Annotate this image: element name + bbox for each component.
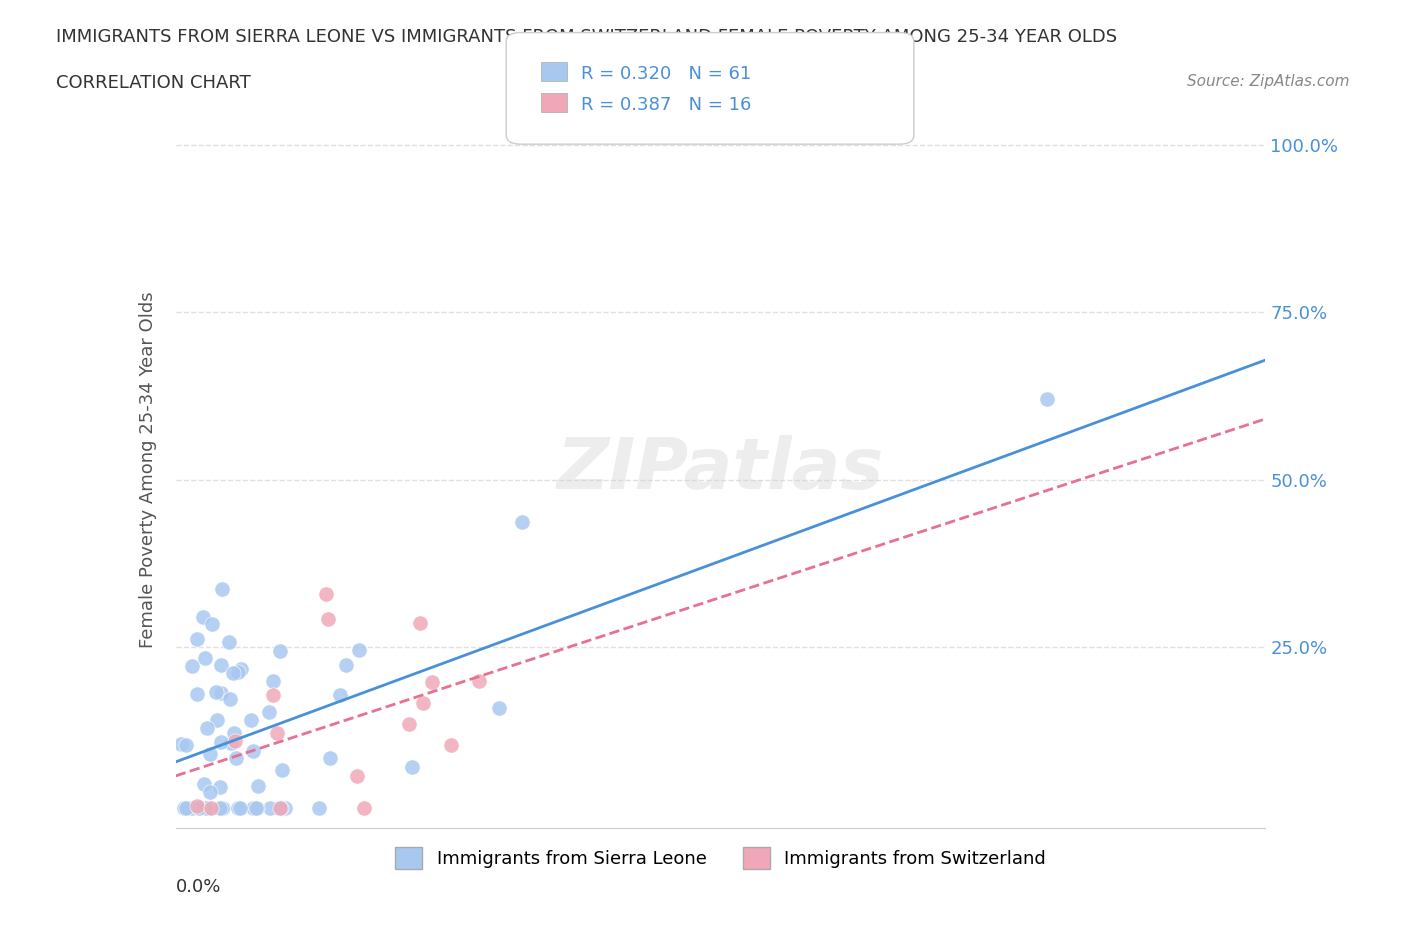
Point	[195, 800, 218, 815]
Point	[408, 616, 430, 631]
Point	[226, 665, 249, 680]
Point	[195, 720, 218, 735]
Point	[218, 692, 240, 707]
Point	[270, 800, 292, 815]
Text: ZIPatlas: ZIPatlas	[557, 435, 884, 504]
Point	[209, 685, 232, 700]
Point	[226, 800, 249, 815]
Point	[245, 800, 267, 815]
Point	[308, 800, 330, 815]
Text: 0.0%: 0.0%	[176, 878, 221, 896]
Point	[173, 800, 195, 815]
Point	[229, 800, 252, 815]
Point	[207, 712, 229, 727]
Point	[240, 712, 263, 727]
Point	[271, 763, 294, 777]
Point	[224, 734, 246, 749]
Point	[488, 700, 510, 715]
Legend: Immigrants from Sierra Leone, Immigrants from Switzerland: Immigrants from Sierra Leone, Immigrants…	[388, 840, 1053, 876]
Point	[231, 662, 253, 677]
Point	[335, 658, 357, 672]
Point	[211, 800, 233, 815]
Point	[212, 800, 235, 815]
Point	[262, 688, 284, 703]
Point	[205, 685, 228, 700]
Text: R = 0.320   N = 61: R = 0.320 N = 61	[581, 65, 751, 84]
Point	[209, 735, 232, 750]
Text: CORRELATION CHART: CORRELATION CHART	[56, 74, 252, 92]
Point	[222, 666, 245, 681]
Point	[194, 651, 217, 666]
Point	[242, 744, 264, 759]
Point	[174, 738, 197, 753]
Point	[193, 610, 215, 625]
Text: R = 0.387   N = 16: R = 0.387 N = 16	[581, 96, 751, 114]
Point	[193, 777, 215, 791]
Point	[224, 726, 246, 741]
Point	[180, 800, 202, 815]
Point	[221, 736, 243, 751]
Point	[170, 737, 193, 751]
Point	[211, 582, 233, 597]
Point	[329, 687, 352, 702]
Point	[174, 800, 197, 815]
Point	[246, 800, 269, 815]
Point	[468, 674, 491, 689]
Point	[269, 800, 291, 815]
Point	[186, 798, 208, 813]
Point	[319, 751, 342, 765]
Point	[262, 673, 284, 688]
Point	[510, 515, 533, 530]
Point	[353, 800, 375, 815]
Point	[401, 760, 423, 775]
Point	[208, 780, 231, 795]
Point	[346, 768, 368, 783]
Point	[186, 631, 208, 646]
Point	[347, 643, 370, 658]
Point	[1036, 392, 1059, 406]
Point	[420, 674, 443, 689]
Point	[246, 778, 269, 793]
Point	[269, 800, 291, 815]
Point	[440, 737, 463, 752]
Point	[242, 800, 264, 815]
Point	[316, 611, 339, 626]
Point	[188, 800, 211, 815]
Point	[209, 658, 232, 672]
Point	[198, 747, 221, 762]
Point	[225, 751, 247, 765]
Point	[257, 705, 280, 720]
Point	[270, 644, 292, 658]
Point	[315, 587, 337, 602]
Text: IMMIGRANTS FROM SIERRA LEONE VS IMMIGRANTS FROM SWITZERLAND FEMALE POVERTY AMONG: IMMIGRANTS FROM SIERRA LEONE VS IMMIGRAN…	[56, 28, 1118, 46]
Text: Source: ZipAtlas.com: Source: ZipAtlas.com	[1187, 74, 1350, 89]
Point	[274, 800, 297, 815]
Point	[259, 800, 281, 815]
Point	[398, 716, 420, 731]
Point	[201, 617, 224, 631]
Y-axis label: Female Poverty Among 25-34 Year Olds: Female Poverty Among 25-34 Year Olds	[139, 291, 157, 648]
Point	[218, 635, 240, 650]
Point	[197, 800, 219, 815]
Point	[181, 658, 204, 673]
Point	[186, 686, 208, 701]
Point	[208, 800, 231, 815]
Point	[412, 696, 434, 711]
Point	[198, 785, 221, 800]
Point	[200, 800, 222, 815]
Point	[266, 725, 288, 740]
